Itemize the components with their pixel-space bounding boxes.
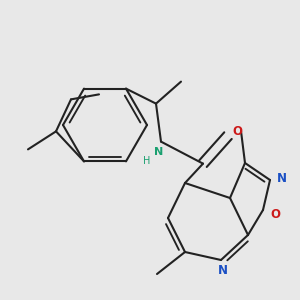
Text: H: H [143, 156, 151, 166]
Text: O: O [232, 125, 242, 138]
Text: N: N [154, 147, 164, 157]
Text: O: O [270, 208, 280, 220]
Text: N: N [277, 172, 287, 184]
Text: N: N [218, 263, 228, 277]
